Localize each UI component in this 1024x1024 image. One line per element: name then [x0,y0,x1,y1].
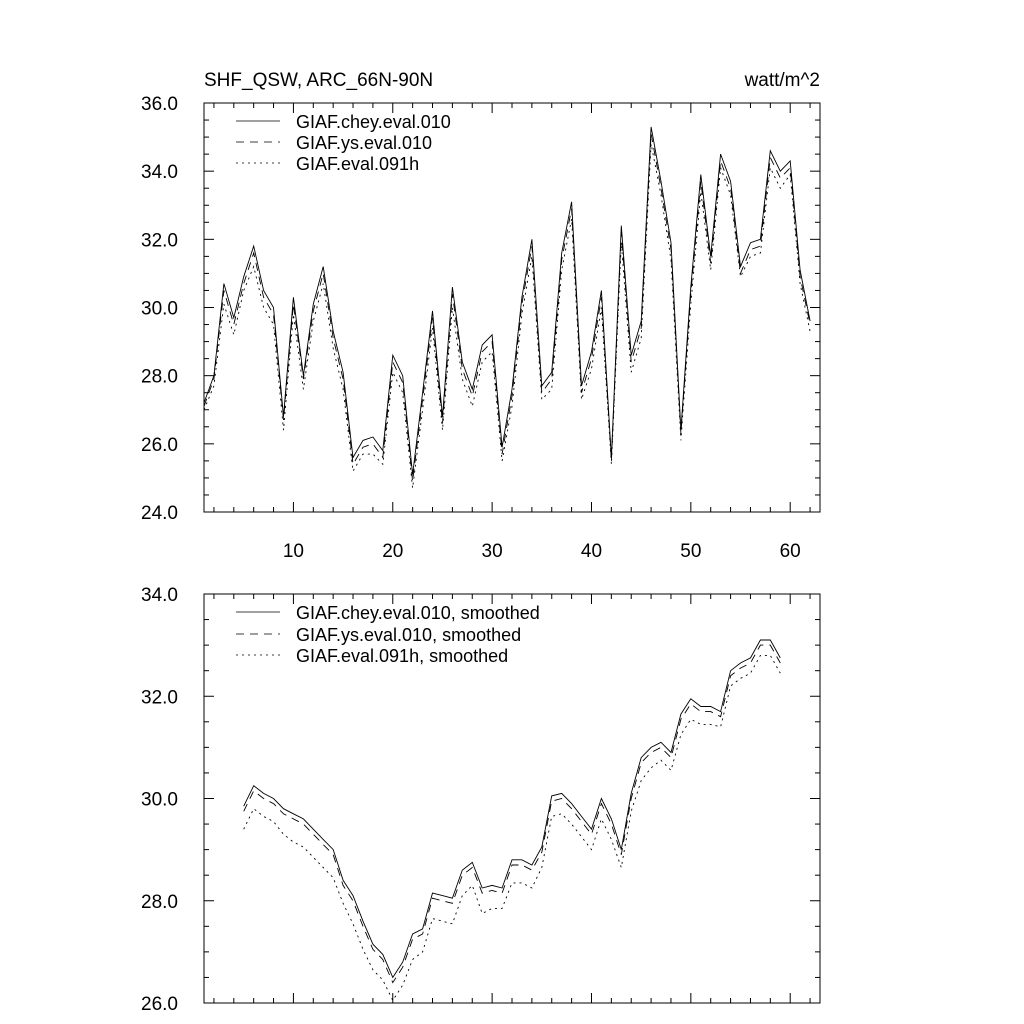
x-tick-label: 30 [482,541,503,562]
y-tick-label: 30.0 [141,790,178,811]
legend-label: GIAF.chey.eval.010 [296,112,451,132]
chart-title: SHF_QSW, ARC_66N-90N [204,70,433,91]
legend-label: GIAF.eval.091h [296,154,419,174]
series-line [203,143,811,489]
bottom-panel: 26.0 28.0 30.0 32.0 34.0 [141,585,821,1015]
series-line [243,644,781,984]
y-tick-label: 32.0 [141,230,178,251]
series-line [243,639,781,979]
bottom-legend: GIAF.chey.eval.010, smoothed GIAF.ys.eva… [236,603,540,666]
legend-label: GIAF.ys.eval.010, smoothed [296,625,521,645]
y-tick-label: 28.0 [141,892,178,913]
y-tick-label: 28.0 [141,367,178,388]
y-tick-label: 36.0 [141,94,178,115]
y-tick-label: 26.0 [141,994,178,1015]
x-tick-label: 20 [382,541,403,562]
x-tick-label: 40 [581,541,602,562]
top-panel: 24.0 26.0 28.0 30.0 32.0 34.0 36.0 10 20 30 40 50 60 [141,94,821,562]
y-tick-label: 34.0 [141,162,178,183]
series-line [203,133,811,482]
units-label: watt/m^2 [744,70,820,91]
top-legend: GIAF.chey.eval.010 GIAF.ys.eval.010 GIAF… [236,112,451,174]
y-tick-label: 26.0 [141,435,178,456]
legend-label: GIAF.chey.eval.010, smoothed [296,603,540,623]
series-line [203,126,811,475]
y-tick-label: 30.0 [141,299,178,320]
x-tick-label: 50 [680,541,701,562]
series-line [243,654,781,1002]
x-tick-label: 10 [283,541,304,562]
legend-label: GIAF.eval.091h, smoothed [296,646,508,666]
legend-label: GIAF.ys.eval.010 [296,133,432,153]
y-tick-label: 24.0 [141,503,178,524]
x-tick-label: 60 [780,541,801,562]
y-tick-label: 32.0 [141,687,178,708]
y-tick-label: 34.0 [141,585,178,606]
